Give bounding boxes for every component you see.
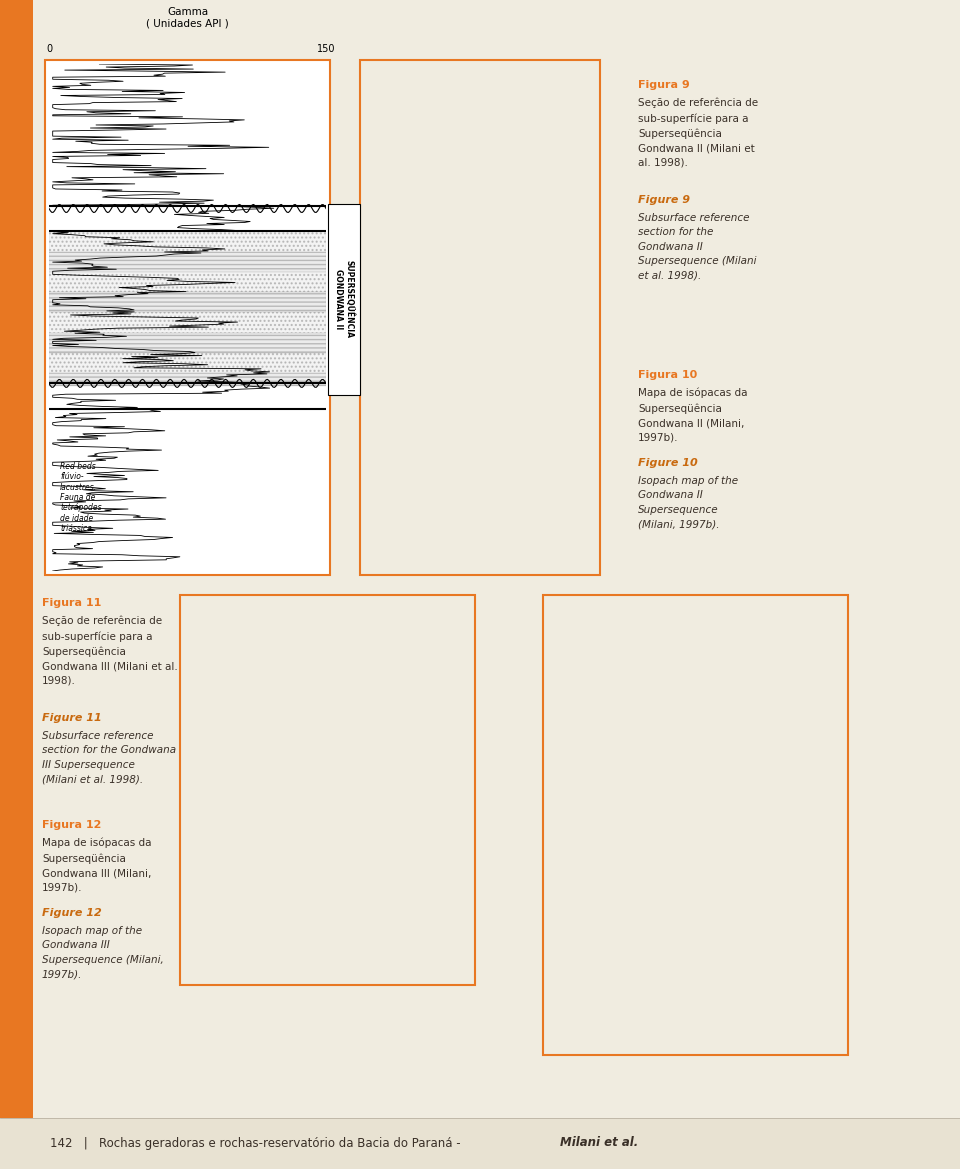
Text: Figure 9: Figure 9 xyxy=(638,195,690,205)
Bar xyxy=(49,292,326,312)
Text: Seção de referência de
sub-superfície para a
Superseqüência
Gondwana III (Milani: Seção de referência de sub-superfície pa… xyxy=(42,616,178,686)
Text: Figure 11: Figure 11 xyxy=(42,713,102,722)
Text: Milani et al.: Milani et al. xyxy=(560,1136,638,1149)
Bar xyxy=(49,231,326,251)
Text: Red beds
flúvio-
lacustres.
Fauna de
tetrápodes
de idade
triássica.: Red beds flúvio- lacustres. Fauna de tet… xyxy=(60,462,102,533)
Text: Subsurface reference
section for the Gondwana
III Supersequence
(Milani et al. 1: Subsurface reference section for the Gon… xyxy=(42,731,176,784)
Text: Isopach map of the
Gondwana II
Supersequence
(Milani, 1997b).: Isopach map of the Gondwana II Supersequ… xyxy=(638,476,738,530)
Bar xyxy=(49,312,326,333)
Bar xyxy=(0,0,33,1118)
Text: Gamma
( Unidades API ): Gamma ( Unidades API ) xyxy=(146,7,228,28)
Text: Figura 10: Figura 10 xyxy=(638,371,697,380)
Bar xyxy=(180,595,475,985)
Text: Figure 10: Figure 10 xyxy=(638,458,698,468)
Bar xyxy=(49,333,326,353)
Bar xyxy=(0,1118,960,1169)
Text: Seção de referência de
sub-superfície para a
Superseqüência
Gondwana II (Milani : Seção de referência de sub-superfície pa… xyxy=(638,98,758,167)
Text: Isopach map of the
Gondwana III
Supersequence (Milani,
1997b).: Isopach map of the Gondwana III Superseq… xyxy=(42,926,164,980)
Text: 100m: 100m xyxy=(234,514,255,520)
Bar xyxy=(49,353,326,373)
Bar xyxy=(49,251,326,272)
Bar xyxy=(45,60,330,575)
Text: 142   |   Rochas geradoras e rochas-reservatório da Bacia do Paraná -: 142 | Rochas geradoras e rochas-reservat… xyxy=(50,1136,465,1149)
Bar xyxy=(543,595,848,1054)
Bar xyxy=(360,60,600,575)
Bar xyxy=(239,447,251,509)
Text: Mapa de isópacas da
Superseqüência
Gondwana III (Milani,
1997b).: Mapa de isópacas da Superseqüência Gondw… xyxy=(42,838,152,892)
Text: Mapa de isópacas da
Superseqüência
Gondwana II (Milani,
1997b).: Mapa de isópacas da Superseqüência Gondw… xyxy=(638,388,748,443)
Bar xyxy=(49,373,326,386)
Text: Figura 12: Figura 12 xyxy=(42,819,102,830)
Bar xyxy=(239,477,251,509)
Bar xyxy=(328,205,360,395)
Text: Figura 9: Figura 9 xyxy=(638,79,689,90)
Text: SUPERSEQÜÊNCIA
GONDWANA II: SUPERSEQÜÊNCIA GONDWANA II xyxy=(334,261,354,339)
Bar xyxy=(49,272,326,292)
Text: Figura 11: Figura 11 xyxy=(42,599,102,608)
Text: Subsurface reference
section for the
Gondwana II
Supersequence (Milani
et al. 19: Subsurface reference section for the Gon… xyxy=(638,213,756,281)
Text: Figure 12: Figure 12 xyxy=(42,908,102,918)
